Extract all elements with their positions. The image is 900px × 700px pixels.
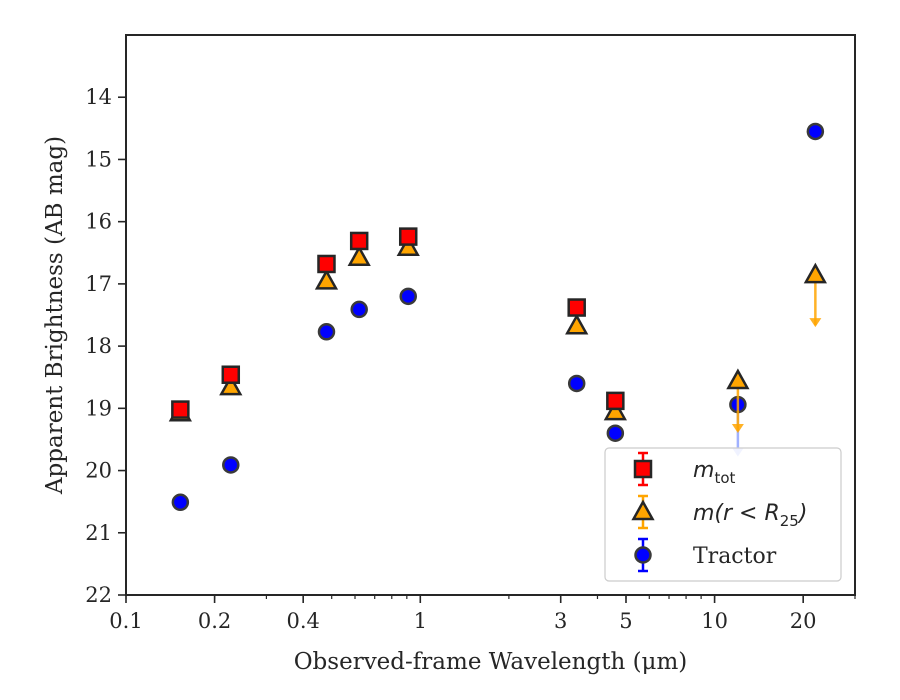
data-point xyxy=(350,300,368,319)
data-point xyxy=(567,298,586,317)
legend-item: Tractor xyxy=(634,537,777,573)
upper-limit-arrowhead xyxy=(731,423,744,433)
x-tick-label: 0.2 xyxy=(198,609,231,633)
data-point xyxy=(347,245,371,267)
y-axis-label: Apparent Brightness (AB mag) xyxy=(42,136,68,495)
legend-marker xyxy=(633,459,653,479)
data-point xyxy=(803,262,827,284)
legend-marker xyxy=(631,499,655,521)
y-tick-label: 16 xyxy=(85,210,112,234)
x-tick-label: 20 xyxy=(790,609,817,633)
upper-limit-arrowhead xyxy=(809,318,822,328)
data-point xyxy=(565,313,589,335)
data-point xyxy=(567,374,586,393)
data-point xyxy=(399,287,417,306)
data-point xyxy=(726,368,750,390)
legend-label: Tractor xyxy=(693,544,777,569)
x-tick-label: 3 xyxy=(554,609,567,633)
data-point xyxy=(349,231,369,251)
legend: mtot m(r < R25) Tractor xyxy=(604,447,842,582)
data-point xyxy=(603,399,627,421)
data-point xyxy=(221,365,241,384)
y-tick-label: 18 xyxy=(85,334,112,358)
data-point xyxy=(398,227,418,246)
y-tick-label: 20 xyxy=(85,459,112,483)
x-axis-label: Observed-frame Wavelength (μm) xyxy=(294,649,688,675)
legend-box xyxy=(604,447,842,582)
x-tick-label: 1 xyxy=(414,609,427,633)
x-tick-label: 10 xyxy=(701,609,728,633)
axes: 0.1 0.2 0.4 1 3 5 10 20 14 15 16 17 18 19 20 21 22 Observ… xyxy=(42,34,856,675)
data-point xyxy=(396,235,420,257)
x-tick-label: 5 xyxy=(619,609,632,633)
y-tick-label: 17 xyxy=(85,272,112,296)
data-point xyxy=(314,268,339,290)
data-point xyxy=(219,374,243,396)
series-square xyxy=(171,227,625,419)
legend-item: m(r < R25) xyxy=(631,494,807,530)
data-point xyxy=(606,424,625,442)
data-point xyxy=(317,323,336,341)
data-point xyxy=(317,254,336,274)
data-point xyxy=(171,400,190,419)
legend-label: mtot xyxy=(693,458,735,487)
data-point xyxy=(222,456,240,474)
plot-area xyxy=(168,122,827,512)
x-tick-label: 0.1 xyxy=(109,609,142,633)
data-point xyxy=(806,122,825,141)
legend-item: mtot xyxy=(633,451,735,487)
y-tick-label: 22 xyxy=(85,583,112,607)
legend-marker xyxy=(634,546,652,564)
series-triangle xyxy=(168,235,827,433)
data-point xyxy=(606,391,625,411)
data-point xyxy=(171,493,190,512)
plot-frame xyxy=(125,34,856,596)
series-circle xyxy=(171,122,825,512)
y-tick-label: 19 xyxy=(85,396,112,420)
y-tick-label: 14 xyxy=(85,85,112,109)
y-tick-label: 21 xyxy=(85,521,112,545)
legend-label: m(r < R25) xyxy=(693,501,807,530)
y-tick-label: 15 xyxy=(85,147,112,171)
x-tick-label: 0.4 xyxy=(286,609,319,633)
